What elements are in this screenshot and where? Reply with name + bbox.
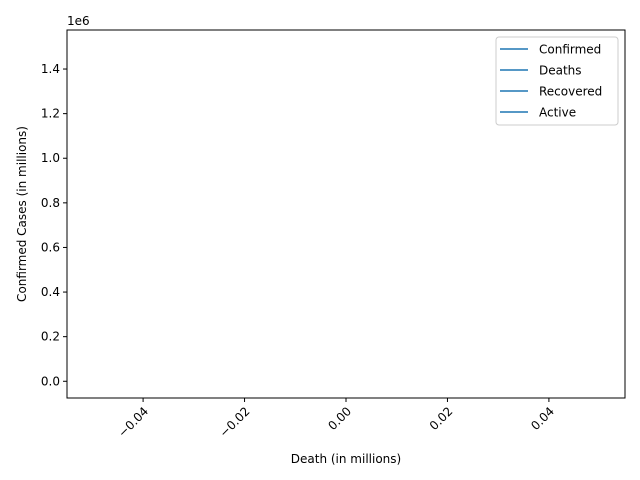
y-tick-label: 1.4 — [41, 62, 60, 76]
y-tick-label: 0.4 — [41, 285, 60, 299]
y-tick-label: 0.8 — [41, 196, 60, 210]
legend-box — [495, 36, 619, 126]
legend-items: Confirmed Deaths Recovered Active — [500, 43, 602, 120]
legend-label: Deaths — [539, 64, 582, 78]
y-tick-label: 0.0 — [41, 374, 60, 388]
y-tick-label: 1.0 — [41, 151, 60, 165]
y-tick-label: 0.2 — [41, 330, 60, 344]
y-tick-label: 0.6 — [41, 240, 60, 254]
y-axis-label: Confirmed Cases (in millions) — [15, 126, 29, 302]
y-offset-label: 1e6 — [67, 14, 90, 28]
y-tick-label: 1.2 — [41, 107, 60, 121]
legend-label: Recovered — [539, 85, 602, 99]
legend-label: Active — [539, 106, 576, 120]
y-axis-ticks: 0.0 0.2 0.4 0.6 0.8 1.0 1.2 1.4 — [41, 62, 67, 388]
x-axis-label: Death (in millions) — [291, 452, 401, 466]
legend: Confirmed Deaths Recovered Active — [495, 36, 619, 126]
legend-label: Confirmed — [539, 43, 601, 57]
plot-area-frame — [66, 29, 626, 399]
